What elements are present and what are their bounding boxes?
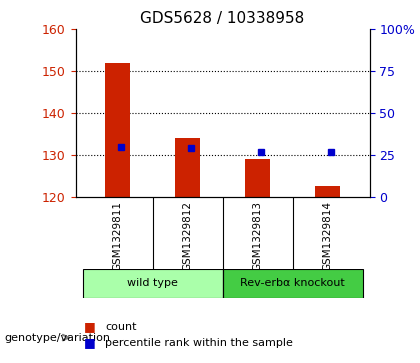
Text: percentile rank within the sample: percentile rank within the sample — [105, 338, 293, 348]
Bar — [176, 138, 200, 197]
Text: GSM1329812: GSM1329812 — [183, 200, 193, 270]
FancyBboxPatch shape — [83, 269, 223, 298]
Bar — [245, 159, 270, 197]
Text: Rev-erbα knockout: Rev-erbα knockout — [240, 278, 345, 288]
Text: wild type: wild type — [127, 278, 178, 288]
Text: GSM1329811: GSM1329811 — [113, 200, 123, 270]
Title: GDS5628 / 10338958: GDS5628 / 10338958 — [140, 12, 305, 26]
FancyBboxPatch shape — [223, 269, 362, 298]
Text: count: count — [105, 322, 136, 332]
Bar — [315, 187, 340, 197]
Text: GSM1329814: GSM1329814 — [323, 200, 333, 270]
Text: GSM1329813: GSM1329813 — [252, 200, 262, 270]
Text: ■: ■ — [84, 320, 96, 333]
Bar — [105, 62, 130, 197]
Text: ■: ■ — [84, 337, 96, 350]
Text: genotype/variation: genotype/variation — [4, 333, 110, 343]
